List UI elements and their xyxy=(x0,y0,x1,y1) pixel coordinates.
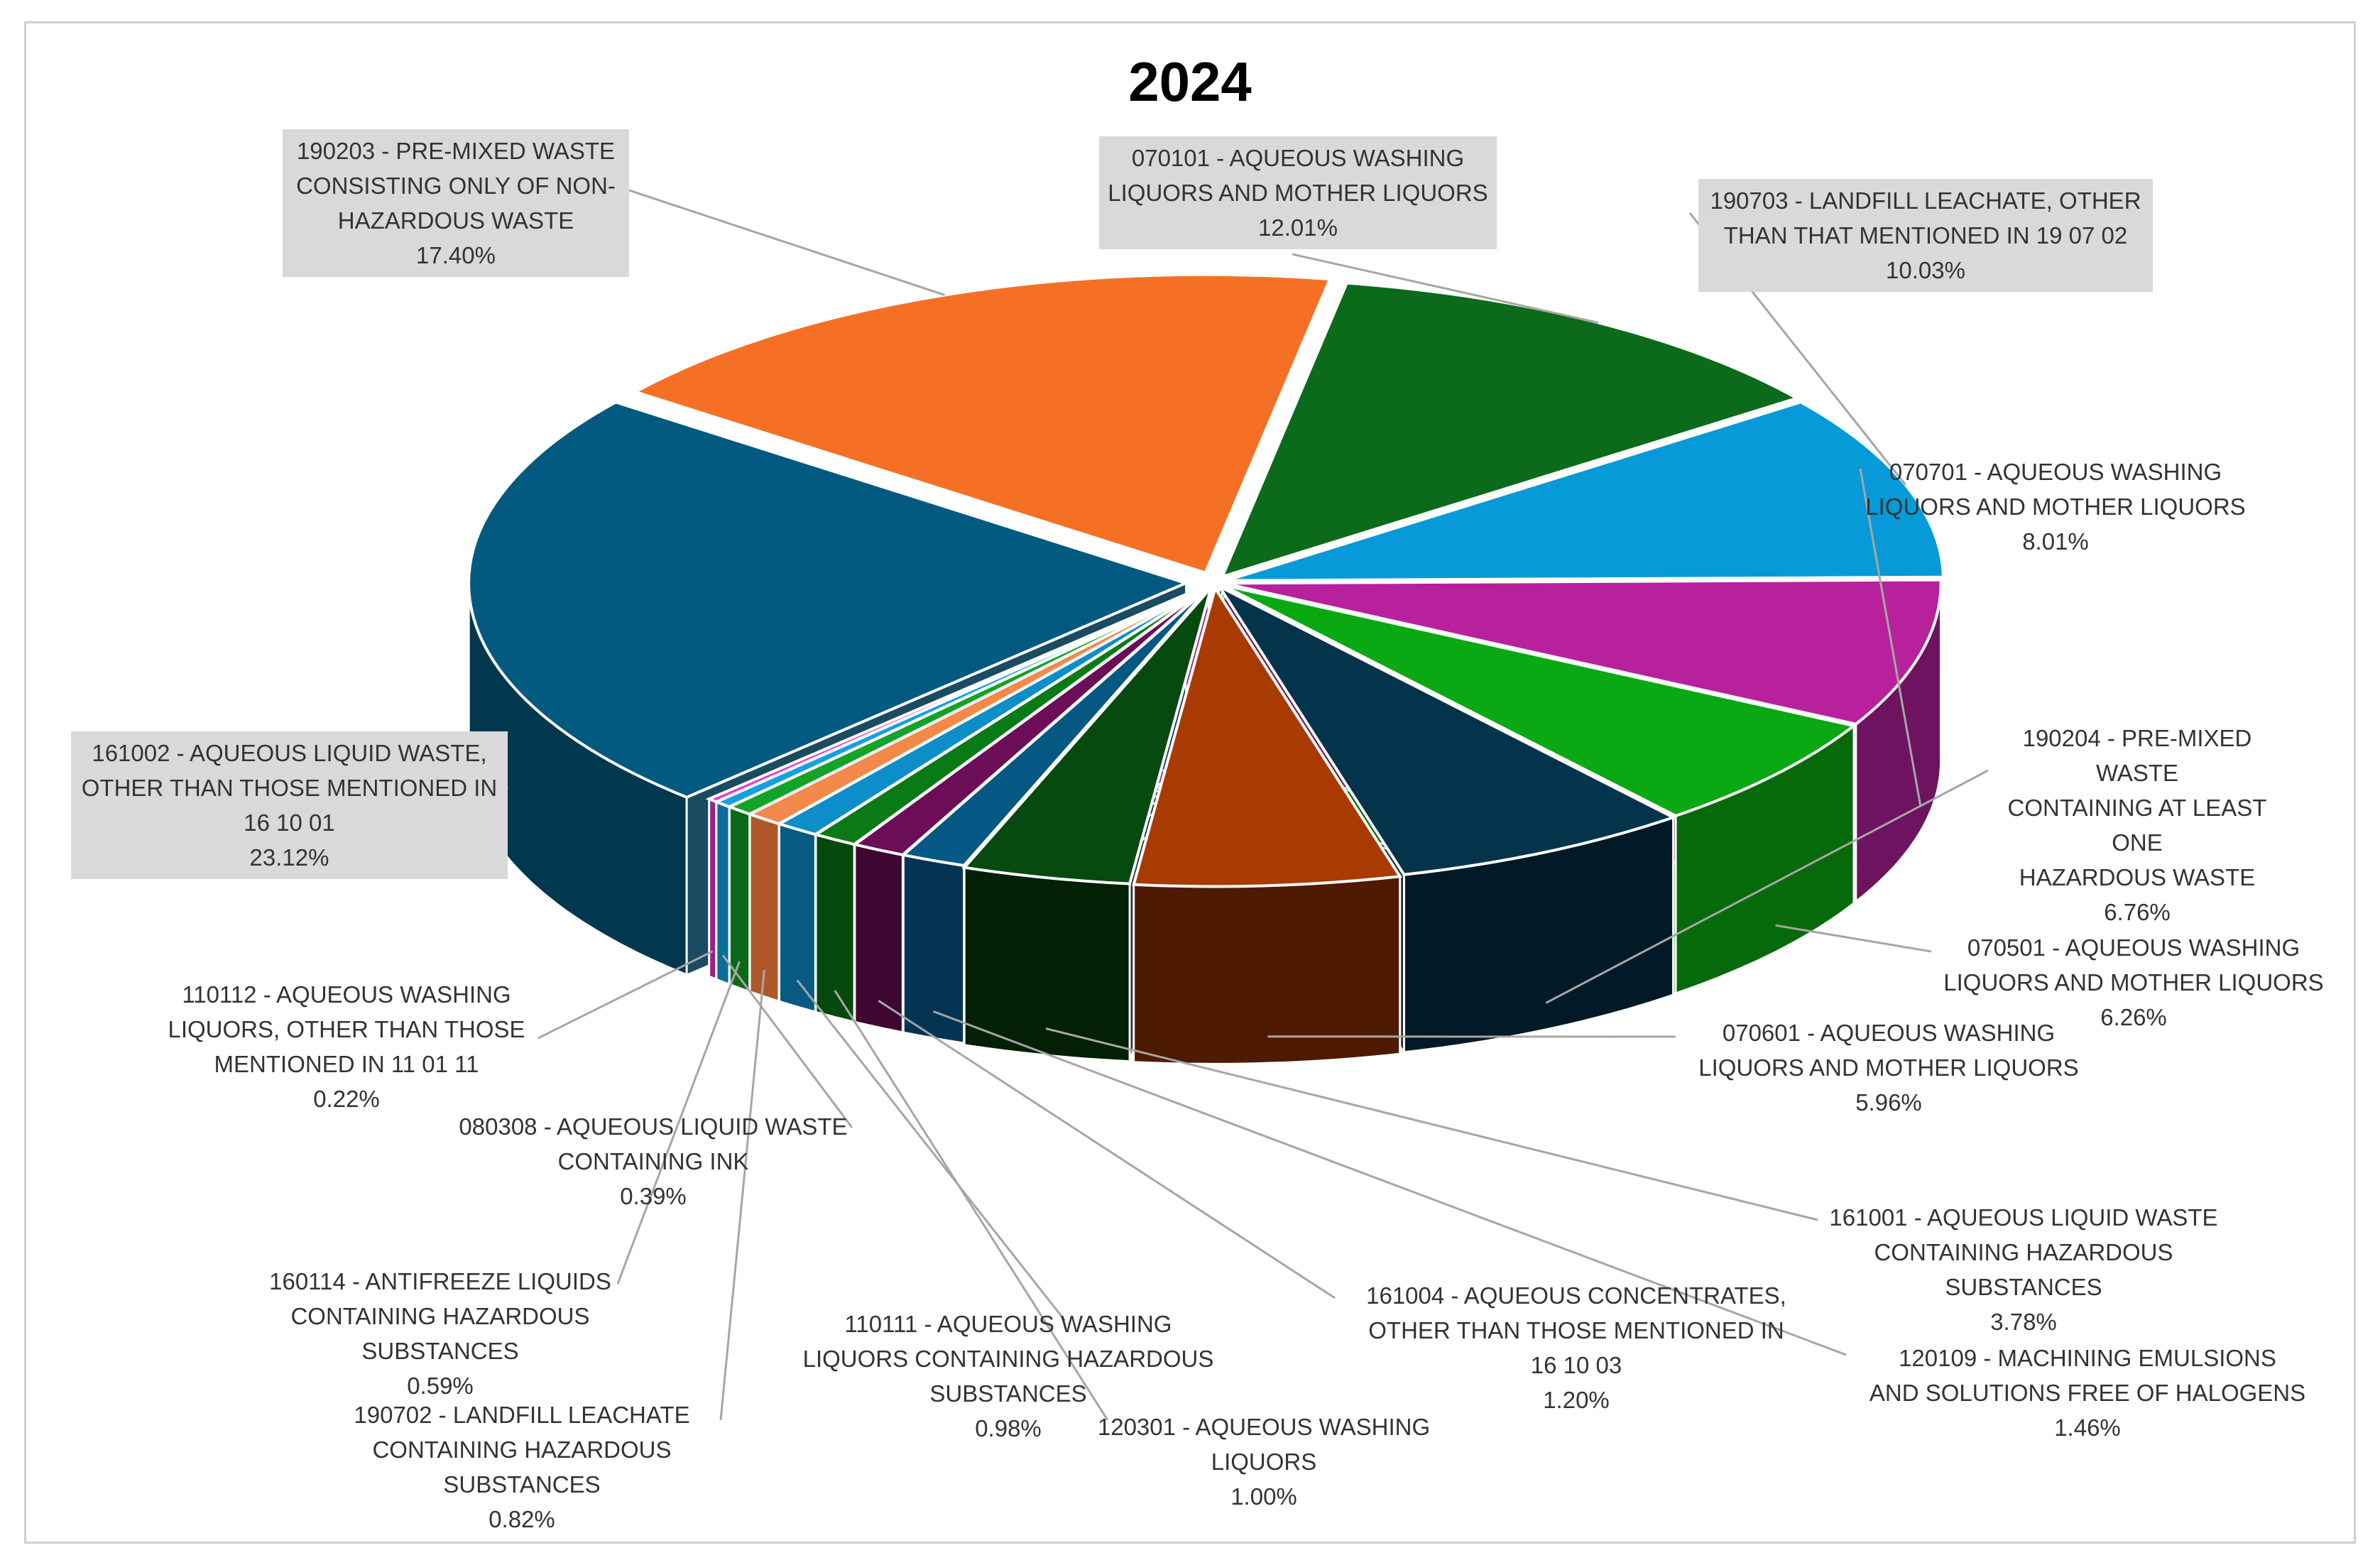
leader-line xyxy=(796,979,1066,1321)
slice-label-text: 070501 - AQUEOUS WASHING LIQUORS AND MOT… xyxy=(1943,934,2324,996)
slice-label-070701: 070701 - AQUEOUS WASHING LIQUORS AND MOT… xyxy=(1846,454,2265,559)
slice-label-text: 161004 - AQUEOUS CONCENTRATES, OTHER THA… xyxy=(1366,1282,1786,1378)
leader-line xyxy=(878,1000,1336,1299)
slice-label-text: 190703 - LANDFILL LEACHATE, OTHER THAN T… xyxy=(1710,187,2141,249)
slice-label-percent: 17.40% xyxy=(416,242,496,268)
slice-label-190702: 190702 - LANDFILL LEACHATE CONTAINING HA… xyxy=(323,1397,721,1537)
slice-label-text: 080308 - AQUEOUS LIQUID WASTE CONTAINING… xyxy=(459,1113,848,1174)
slice-label-text: 070101 - AQUEOUS WASHING LIQUORS AND MOT… xyxy=(1108,145,1488,206)
pie-slice xyxy=(1221,583,1857,818)
leader-line xyxy=(1545,769,1989,1004)
slice-label-text: 161002 - AQUEOUS LIQUID WASTE, OTHER THA… xyxy=(81,740,498,836)
slice-label-160114: 160114 - ANTIFREEZE LIQUIDS CONTAINING H… xyxy=(263,1264,618,1403)
slice-label-percent: 0.39% xyxy=(620,1183,687,1209)
slice-label-190203: 190203 - PRE-MIXED WASTE CONSISTING ONLY… xyxy=(283,129,629,277)
slice-label-070501: 070501 - AQUEOUS WASHING LIQUORS AND MOT… xyxy=(1931,930,2336,1035)
slice-label-percent: 8.01% xyxy=(2022,528,2089,555)
leader-line xyxy=(1045,1027,1818,1221)
slice-label-percent: 1.00% xyxy=(1230,1483,1297,1510)
slice-label-120301: 120301 - AQUEOUS WASHING LIQUORS 1.00% xyxy=(1079,1409,1448,1514)
pie-slices xyxy=(467,273,1945,888)
slice-label-percent: 23.12% xyxy=(249,844,329,871)
slice-side xyxy=(814,833,856,1024)
pie-slice xyxy=(467,400,1190,799)
slice-side xyxy=(853,843,904,1034)
slice-label-070101: 070101 - AQUEOUS WASHING LIQUORS AND MOT… xyxy=(1099,136,1497,249)
slice-label-text: 070701 - AQUEOUS WASHING LIQUORS AND MOT… xyxy=(1865,459,2246,520)
slice-label-text: 120301 - AQUEOUS WASHING LIQUORS xyxy=(1097,1414,1431,1475)
slice-label-percent: 6.76% xyxy=(2104,899,2171,925)
slice-side xyxy=(902,854,966,1045)
slice-label-percent: 6.26% xyxy=(2100,1004,2167,1030)
leader-line xyxy=(719,969,765,1421)
slice-label-190204: 190204 - PRE-MIXED WASTE CONTAINING AT L… xyxy=(1988,721,2286,929)
leader-line xyxy=(834,990,1109,1421)
pie-slice xyxy=(1215,582,1677,876)
leader-line xyxy=(721,954,853,1128)
leader-line xyxy=(1292,253,1599,324)
leader-line xyxy=(1775,924,1932,953)
pie-slice xyxy=(705,583,1209,804)
slice-label-110111: 110111 - AQUEOUS WASHING LIQUORS CONTAIN… xyxy=(781,1307,1235,1446)
slice-label-percent: 5.96% xyxy=(1855,1089,1922,1116)
pie-slice xyxy=(1132,584,1403,888)
slice-label-text: 110112 - AQUEOUS WASHING LIQUORS, OTHER … xyxy=(168,981,525,1077)
slice-label-percent: 1.46% xyxy=(2054,1414,2121,1441)
slice-label-percent: 10.03% xyxy=(1886,257,1965,283)
slice-label-161002: 161002 - AQUEOUS LIQUID WASTE, OTHER THA… xyxy=(71,731,508,879)
slice-label-percent: 0.82% xyxy=(488,1506,555,1532)
slice-label-text: 070601 - AQUEOUS WASHING LIQUORS AND MOT… xyxy=(1698,1020,2079,1081)
leader-line xyxy=(933,1010,1847,1356)
leader-line xyxy=(537,950,714,1040)
slice-label-text: 110111 - AQUEOUS WASHING LIQUORS CONTAIN… xyxy=(802,1311,1214,1407)
leader-line xyxy=(616,961,741,1285)
slice-label-text: 190204 - PRE-MIXED WASTE CONTAINING AT L… xyxy=(2007,725,2267,890)
slice-label-percent: 0.22% xyxy=(313,1086,380,1112)
slice-label-text: 190702 - LANDFILL LEACHATE CONTAINING HA… xyxy=(354,1402,690,1498)
slice-label-070601: 070601 - AQUEOUS WASHING LIQUORS AND MOT… xyxy=(1683,1015,2095,1120)
pie-slice xyxy=(961,587,1213,885)
slice-label-190703: 190703 - LANDFILL LEACHATE, OTHER THAN T… xyxy=(1698,179,2153,292)
slice-label-percent: 3.78% xyxy=(1990,1309,2057,1335)
slice-side xyxy=(778,822,817,1014)
slice-label-text: 160114 - ANTIFREEZE LIQUIDS CONTAINING H… xyxy=(269,1268,611,1364)
slice-label-110112: 110112 - AQUEOUS WASHING LIQUORS, OTHER … xyxy=(155,977,538,1116)
slice-label-text: 161001 - AQUEOUS LIQUID WASTE CONTAINING… xyxy=(1829,1204,2218,1300)
slice-label-120109: 120109 - MACHINING EMULSIONS AND SOLUTIO… xyxy=(1846,1341,2329,1445)
slice-label-percent: 1.20% xyxy=(1543,1387,1610,1413)
slice-label-161004: 161004 - AQUEOUS CONCENTRATES, OTHER THA… xyxy=(1335,1278,1818,1417)
leader-line xyxy=(1859,468,1922,806)
slice-label-text: 190203 - PRE-MIXED WASTE CONSISTING ONLY… xyxy=(296,138,616,234)
slice-label-080308: 080308 - AQUEOUS LIQUID WASTE CONTAINING… xyxy=(454,1109,852,1214)
slice-label-percent: 0.59% xyxy=(407,1373,474,1399)
pie-slice xyxy=(1223,578,1943,726)
slice-label-text: 120109 - MACHINING EMULSIONS AND SOLUTIO… xyxy=(1869,1345,2306,1406)
slice-label-percent: 0.98% xyxy=(975,1415,1042,1441)
leader-line xyxy=(628,189,945,296)
slice-label-percent: 12.01% xyxy=(1258,214,1338,241)
slice-label-161001: 161001 - AQUEOUS LIQUID WASTE CONTAINING… xyxy=(1818,1200,2229,1339)
chart-title: 2024 xyxy=(1128,50,1252,113)
